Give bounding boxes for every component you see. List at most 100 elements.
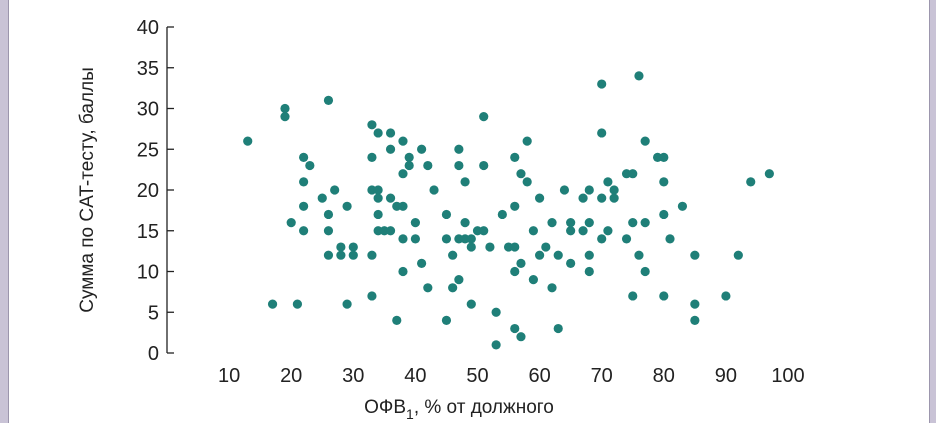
data-point — [454, 160, 464, 171]
data-point — [398, 201, 408, 211]
scatter-chart: 0 5 10 15 20 25 30 35 40 10 20 30 40 50 60 70 80 90 100 ОФ… — [77, 17, 805, 422]
x-tick-label: 90 — [715, 365, 737, 387]
data-point — [423, 283, 433, 293]
data-point — [491, 307, 501, 317]
y-tick-label: 40 — [137, 17, 159, 39]
data-point — [584, 266, 594, 277]
x-tick-label: 70 — [591, 365, 613, 387]
data-point — [597, 193, 607, 203]
data-point — [535, 193, 545, 203]
data-point — [317, 193, 327, 203]
data-point — [764, 169, 774, 179]
data-point — [330, 185, 340, 195]
data-point — [677, 201, 688, 211]
data-point — [516, 169, 526, 179]
data-point — [336, 242, 346, 252]
data-point — [267, 299, 278, 309]
data-point — [348, 242, 358, 252]
data-point — [528, 226, 538, 236]
data-point — [398, 234, 408, 244]
data-point — [367, 152, 377, 162]
data-point — [280, 112, 290, 122]
data-point — [566, 218, 576, 228]
data-point — [634, 250, 644, 260]
data-point — [597, 79, 607, 89]
data-point — [566, 258, 576, 268]
data-point — [348, 250, 358, 260]
data-point — [584, 250, 594, 260]
data-point — [367, 291, 377, 301]
x-tick-label: 20 — [280, 365, 302, 387]
data-point — [510, 242, 520, 252]
data-point — [460, 218, 470, 228]
data-point — [286, 218, 296, 228]
data-point — [299, 201, 309, 211]
data-point — [522, 136, 532, 146]
data-point — [404, 160, 414, 171]
x-tick-label: 30 — [342, 365, 364, 387]
data-point — [659, 177, 669, 187]
data-point — [634, 71, 644, 81]
data-point — [597, 128, 607, 138]
data-point — [547, 218, 557, 228]
data-point — [410, 234, 420, 244]
data-point — [398, 169, 408, 179]
data-point — [323, 95, 334, 105]
data-point — [305, 160, 315, 171]
data-point — [479, 112, 489, 122]
data-point — [441, 315, 452, 325]
y-tick-label: 10 — [137, 262, 159, 284]
data-point — [292, 299, 303, 309]
data-point — [367, 120, 377, 130]
data-point — [460, 177, 470, 187]
data-point — [510, 266, 520, 277]
data-point — [373, 128, 383, 138]
y-tick-label: 15 — [137, 221, 159, 243]
data-point — [609, 193, 619, 203]
data-point — [392, 315, 402, 325]
figure-frame: 0 5 10 15 20 25 30 35 40 10 20 30 40 50 60 70 80 90 100 ОФ… — [8, 0, 930, 423]
data-point — [690, 299, 700, 309]
y-tick-label: 35 — [137, 58, 159, 80]
data-point — [385, 128, 396, 138]
data-point — [597, 234, 607, 244]
data-point — [466, 242, 476, 252]
data-point — [690, 250, 700, 260]
x-tick-label: 60 — [528, 365, 550, 387]
data-point — [497, 209, 507, 220]
data-point — [342, 201, 352, 211]
data-point — [541, 242, 551, 252]
data-point — [559, 185, 570, 195]
data-point — [342, 299, 352, 309]
data-point — [373, 209, 383, 220]
data-point — [510, 201, 520, 211]
y-tick-label: 20 — [137, 180, 159, 202]
data-point — [553, 323, 563, 334]
data-point — [528, 275, 538, 285]
data-point — [466, 234, 476, 244]
data-point — [385, 226, 396, 236]
data-point — [323, 209, 334, 220]
data-point — [522, 177, 532, 187]
data-point — [299, 152, 309, 162]
data-point — [640, 266, 650, 277]
axes: 0 5 10 15 20 25 30 35 40 10 20 30 40 50 60 70 80 90 100 — [137, 17, 805, 387]
data-point — [417, 258, 427, 268]
data-point — [659, 209, 669, 220]
data-point — [441, 209, 452, 220]
data-point — [454, 275, 464, 285]
data-point — [516, 332, 526, 342]
data-point — [746, 177, 756, 187]
data-point — [410, 218, 420, 228]
y-tick-label: 30 — [137, 99, 159, 121]
data-point — [547, 283, 557, 293]
data-point — [584, 218, 594, 228]
y-axis-title: Сумма по CAT-тесту, баллы — [77, 67, 98, 312]
data-point — [423, 160, 433, 171]
data-point — [609, 185, 619, 195]
data-point — [578, 193, 588, 203]
data-point — [665, 234, 675, 244]
data-point — [243, 136, 253, 146]
y-tick-label: 25 — [137, 139, 159, 161]
x-tick-label: 10 — [218, 365, 240, 387]
